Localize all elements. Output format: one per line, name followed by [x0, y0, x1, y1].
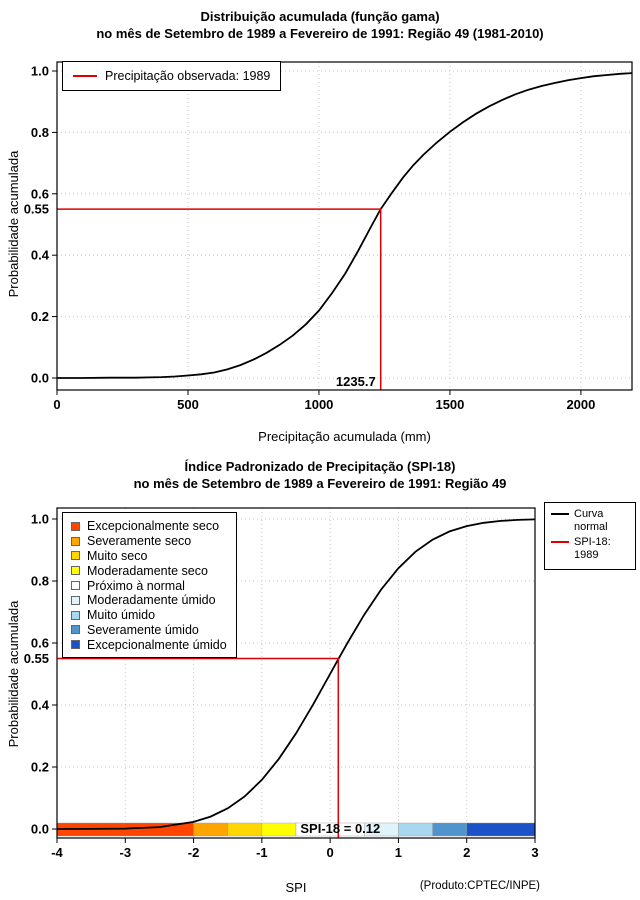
x-tick-label: 1000 — [304, 397, 333, 412]
marker-probability-label: 0.55 — [24, 202, 49, 217]
red-line-sample-icon — [73, 75, 97, 77]
x-tick-label: 500 — [177, 397, 199, 412]
category-label: Próximo à normal — [87, 578, 185, 593]
y-tick-label: 0.0 — [31, 371, 49, 386]
category-label: Severamente seco — [87, 534, 192, 549]
gamma-cdf-figure: Distribuição acumulada (função gama) no … — [6, 9, 633, 444]
y-axis-label: Probabilidade acumulada — [6, 600, 21, 748]
observed-marker-line — [57, 208, 382, 390]
gamma-cdf-curve — [57, 72, 633, 379]
category-label: Moderadamente seco — [87, 563, 208, 578]
spi-band-segment — [466, 822, 536, 837]
spi-cdf-plot: -4 -3 -2 -1 0 1 2 3 0.0 0.2 0.4 0.6 0.8 1.0 0.55 SPI-18… — [24, 507, 539, 860]
category-label: Moderadamente úmido — [87, 593, 216, 608]
marker-value-label: 1235.7 — [336, 374, 376, 389]
category-color-swatch-icon — [71, 625, 80, 635]
spi-band-segment — [227, 822, 263, 837]
x-axis-label: Precipitação acumulada (mm) — [258, 429, 431, 444]
x-tick-label: 3 — [531, 845, 538, 860]
category-legend-item: Severamente úmido — [71, 623, 227, 638]
curve-legend-item: Curva normal — [551, 508, 629, 534]
category-legend-item: Severamente seco — [71, 534, 227, 549]
category-color-swatch-icon — [71, 551, 80, 561]
chart-title: Distribuição acumulada (função gama) — [200, 9, 440, 24]
spi-band-segment — [398, 822, 433, 837]
y-tick-label: 0.2 — [31, 309, 49, 324]
y-tick-label: 0.8 — [31, 125, 49, 140]
category-legend-item: Muito úmido — [71, 608, 227, 623]
category-label: Severamente úmido — [87, 622, 199, 637]
x-tick-label: -3 — [120, 845, 132, 860]
gamma-cdf-plot: 0 500 1000 1500 2000 0.0 0.2 0.4 0.6 0.8 1.0 0.55 12… — [24, 61, 633, 412]
category-color-swatch-icon — [71, 536, 80, 546]
line-sample-icon — [551, 541, 569, 543]
category-legend-item: Próximo à normal — [71, 578, 227, 593]
curve-legend-label: SPI-18: 1989 — [574, 536, 611, 561]
normal-cdf-curve — [56, 518, 536, 830]
x-axis-label: SPI — [285, 880, 307, 895]
x-tick-label: 1 — [395, 845, 402, 860]
y-tick-label: 0.4 — [31, 698, 50, 713]
category-legend-item: Moderadamente seco — [71, 563, 227, 578]
category-label: Excepcionalmente úmido — [87, 637, 227, 652]
x-tick-label: -1 — [256, 845, 268, 860]
plot-border — [56, 507, 536, 839]
chart-title: Índice Padronizado de Precipitação (SPI-… — [184, 459, 456, 474]
category-legend-item: Moderadamente úmido — [71, 593, 227, 608]
y-tick-label: 0.6 — [31, 186, 49, 201]
category-color-swatch-icon — [71, 595, 80, 605]
x-tick-label: 0 — [327, 845, 334, 860]
category-color-swatch-icon — [71, 640, 80, 650]
chart-subtitle: no mês de Setembro de 1989 a Fevereiro d… — [133, 476, 507, 491]
marker-probability-label: 0.55 — [24, 651, 49, 666]
legend-label: Precipitação observada: 1989 — [105, 69, 271, 83]
y-tick-label: 0.4 — [31, 248, 50, 263]
category-label: Muito úmido — [87, 608, 156, 623]
x-tick-label: 0 — [53, 397, 60, 412]
y-tick-label: 0.2 — [31, 760, 49, 775]
x-tick-label: -2 — [188, 845, 200, 860]
curve-legend-item: SPI-18: 1989 — [551, 536, 629, 562]
category-legend-item: Excepcionalmente seco — [71, 519, 227, 534]
legend-observed: Precipitação observada: 1989 — [62, 61, 282, 91]
y-tick-label: 1.0 — [31, 512, 49, 527]
category-color-swatch-icon — [71, 581, 80, 591]
x-tick-label: 2000 — [566, 397, 595, 412]
category-color-swatch-icon — [71, 566, 80, 576]
x-tick-label: -4 — [51, 845, 63, 860]
x-tick-label: 2 — [463, 845, 470, 860]
y-tick-label: 1.0 — [31, 64, 49, 79]
category-color-swatch-icon — [71, 521, 80, 531]
y-tick-label: 0.6 — [31, 636, 49, 651]
y-tick-label: 0.8 — [31, 574, 49, 589]
y-axis-label: Probabilidade acumulada — [6, 150, 21, 298]
legend-curves: Curva normal SPI-18: 1989 — [544, 502, 636, 570]
line-sample-icon — [551, 513, 569, 515]
x-tick-label: 1500 — [435, 397, 464, 412]
category-legend-item: Muito seco — [71, 549, 227, 564]
observed-marker-line — [57, 657, 340, 838]
spi-cdf-figure: Índice Padronizado de Precipitação (SPI-… — [0, 450, 640, 900]
marker-annotation: SPI-18 = 0.12 — [300, 821, 380, 836]
category-legend-item: Excepcionalmente úmido — [71, 637, 227, 652]
curve-legend-label: Curva normal — [574, 508, 608, 533]
spi-band-segment — [193, 822, 228, 837]
category-label: Muito seco — [87, 548, 148, 563]
spi-band-segment — [432, 822, 467, 837]
plot-border — [56, 61, 633, 391]
legend-item-observed: Precipitação observada: 1989 — [73, 69, 270, 83]
spi-category-legend: Excepcionalmente seco Severamente seco Mui… — [62, 512, 237, 659]
category-color-swatch-icon — [71, 610, 80, 620]
spi-band-segment — [261, 822, 297, 837]
y-tick-label: 0.0 — [31, 822, 49, 837]
product-credit: (Produto:CPTEC/INPE) — [419, 880, 540, 892]
chart-subtitle: no mês de Setembro de 1989 a Fevereiro d… — [96, 26, 544, 41]
category-label: Excepcionalmente seco — [87, 519, 220, 534]
